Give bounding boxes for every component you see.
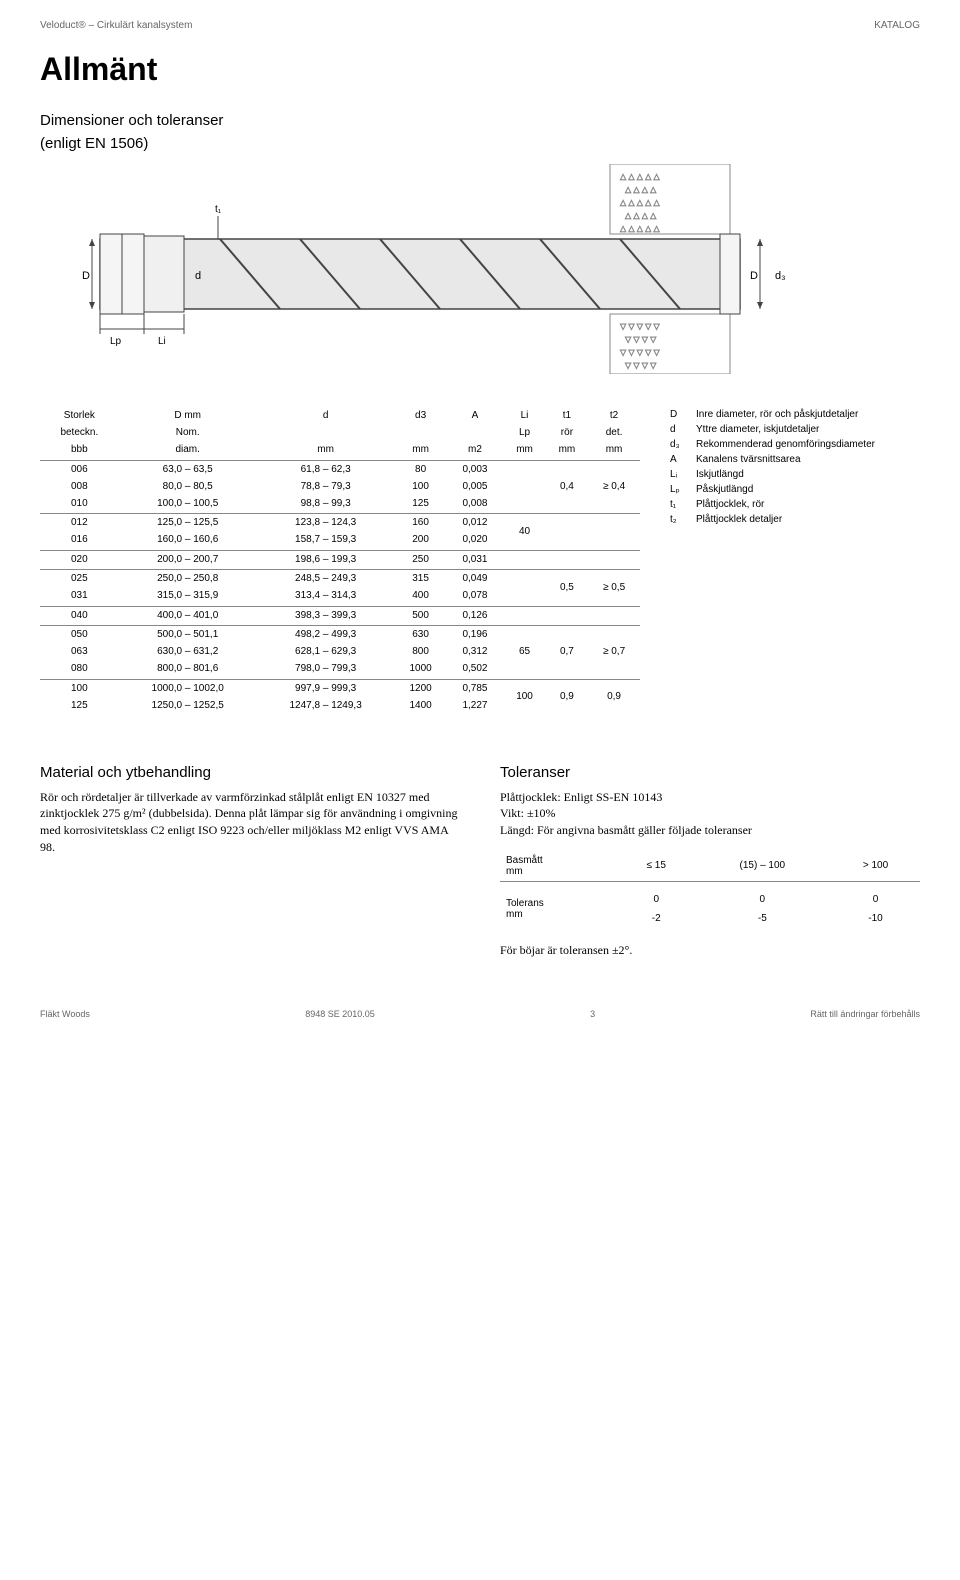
svg-text:D: D: [750, 270, 758, 282]
legend-text: Yttre diameter, iskjutdetaljer: [696, 422, 819, 437]
table-row: 050500,0 – 501,1498,2 – 499,36300,196650…: [40, 626, 640, 644]
legend-text: Plåttjocklek, rör: [696, 497, 764, 512]
legend-item: AKanalens tvärsnittsarea: [670, 452, 920, 467]
svg-text:▽ ▽ ▽ ▽: ▽ ▽ ▽ ▽: [625, 335, 657, 344]
svg-text:D: D: [82, 270, 90, 282]
legend-text: Påskjutlängd: [696, 482, 753, 497]
col-header: d: [257, 407, 395, 424]
tol-line3: Längd: För angivna basmått gäller följad…: [500, 822, 920, 839]
legend-symbol: Lᵢ: [670, 467, 696, 482]
col-header: d3: [395, 407, 447, 424]
legend-item: dYttre diameter, iskjutdetaljer: [670, 422, 920, 437]
table-row: 00663,0 – 63,561,8 – 62,3800,0030,4≥ 0,4: [40, 460, 640, 478]
svg-text:▽ ▽ ▽ ▽ ▽: ▽ ▽ ▽ ▽ ▽: [620, 322, 661, 331]
legend-item: t₁Plåttjocklek, rör: [670, 497, 920, 512]
col-header: mm: [257, 441, 395, 458]
dimensions-table: StorlekD mmdd3ALit1t2 beteckn.Nom. Lprörde…: [40, 407, 640, 714]
top-bar: Veloduct® – Cirkulärt kanalsystem KATALO…: [40, 20, 920, 31]
header-right: KATALOG: [874, 20, 920, 31]
svg-text:t₁: t₁: [215, 204, 222, 215]
legend-symbol: t₁: [670, 497, 696, 512]
tolerance-table: Basmåttmm≤ 15(15) – 100> 100 Toleransmm00…: [500, 851, 920, 928]
col-header: det.: [588, 424, 640, 441]
toleranser-heading: Toleranser: [500, 764, 920, 781]
material-body: Rör och rördetaljer är tillverkade av va…: [40, 789, 460, 856]
legend-symbol: d₃: [670, 437, 696, 452]
legend-text: Inre diameter, rör och påskjutdetaljer: [696, 407, 858, 422]
col-header: Storlek: [40, 407, 119, 424]
tol-header-row: Basmåttmm≤ 15(15) – 100> 100: [500, 851, 920, 882]
col-header: t1: [546, 407, 588, 424]
header-left: Veloduct® – Cirkulärt kanalsystem: [40, 20, 192, 31]
svg-text:▽ ▽ ▽ ▽: ▽ ▽ ▽ ▽: [625, 361, 657, 370]
col-header: mm: [546, 441, 588, 458]
svg-text:△ △ △ △: △ △ △ △: [625, 211, 657, 220]
svg-text:△ △ △ △: △ △ △ △: [625, 185, 657, 194]
col-header: Lp: [503, 424, 545, 441]
legend-item: DInre diameter, rör och påskjutdetaljer: [670, 407, 920, 422]
svg-text:△ △ △ △ △: △ △ △ △ △: [620, 224, 661, 233]
section1-heading: Dimensioner och toleranser: [40, 112, 920, 129]
footer-right: Rätt till ändringar förbehålls: [810, 1009, 920, 1019]
legend-item: t₂Plåttjocklek detaljer: [670, 512, 920, 527]
col-header: A: [447, 407, 504, 424]
legend-item: d₃Rekommenderad genomföringsdiameter: [670, 437, 920, 452]
legend-symbol: D: [670, 407, 696, 422]
legend-text: Kanalens tvärsnittsarea: [696, 452, 801, 467]
svg-text:▽ ▽ ▽ ▽ ▽: ▽ ▽ ▽ ▽ ▽: [620, 348, 661, 357]
bend-note: För böjar är toleransen ±2°.: [500, 942, 920, 959]
tol-line1: Plåttjocklek: Enligt SS-EN 10143: [500, 789, 920, 806]
legend-item: LᵢIskjutlängd: [670, 467, 920, 482]
section1-paren: (enligt EN 1506): [40, 135, 920, 152]
legend-symbol: Lₚ: [670, 482, 696, 497]
footer-left: Fläkt Woods: [40, 1009, 90, 1019]
col-header: m2: [447, 441, 504, 458]
footer-mid: 8948 SE 2010.05: [305, 1009, 375, 1019]
legend-symbol: A: [670, 452, 696, 467]
col-header: [395, 424, 447, 441]
table-row: 025250,0 – 250,8248,5 – 249,33150,0490,5…: [40, 570, 640, 588]
col-header: mm: [395, 441, 447, 458]
col-header: t2: [588, 407, 640, 424]
col-header: [257, 424, 395, 441]
material-heading: Material och ytbehandling: [40, 764, 460, 781]
legend-symbol: d: [670, 422, 696, 437]
tol-line2: Vikt: ±10%: [500, 805, 920, 822]
col-header: D mm: [119, 407, 257, 424]
pipe-diagram: △ △ △ △ △ △ △ △ △ △ △ △ △ △ △ △ △ △ △ △ …: [40, 164, 920, 377]
svg-text:d: d: [195, 270, 201, 282]
col-header: beteckn.: [40, 424, 119, 441]
col-header: Nom.: [119, 424, 257, 441]
col-header: [447, 424, 504, 441]
legend: DInre diameter, rör och påskjutdetaljerd…: [670, 407, 920, 714]
tol-data-row: Toleransmm000: [500, 890, 920, 909]
legend-symbol: t₂: [670, 512, 696, 527]
footer: Fläkt Woods 8948 SE 2010.05 3 Rätt till …: [40, 1009, 920, 1019]
table-row: 020200,0 – 200,7198,6 – 199,32500,031: [40, 550, 640, 568]
col-header: mm: [503, 441, 545, 458]
legend-text: Iskjutlängd: [696, 467, 744, 482]
svg-text:△ △ △ △ △: △ △ △ △ △: [620, 172, 661, 181]
legend-item: LₚPåskjutlängd: [670, 482, 920, 497]
col-header: rör: [546, 424, 588, 441]
page-title: Allmänt: [40, 51, 920, 88]
svg-text:d₃: d₃: [775, 270, 786, 282]
table-row: 012125,0 – 125,5123,8 – 124,31600,01240: [40, 514, 640, 532]
col-header: bbb: [40, 441, 119, 458]
footer-page: 3: [590, 1009, 595, 1019]
col-header: mm: [588, 441, 640, 458]
col-header: diam.: [119, 441, 257, 458]
svg-text:Li: Li: [158, 336, 166, 347]
table-row: 040400,0 – 401,0398,3 – 399,35000,126: [40, 606, 640, 624]
table-row: 1001000,0 – 1002,0997,9 – 999,312000,785…: [40, 679, 640, 697]
col-header: Li: [503, 407, 545, 424]
svg-text:△ △ △ △ △: △ △ △ △ △: [620, 198, 661, 207]
legend-text: Plåttjocklek detaljer: [696, 512, 782, 527]
svg-text:Lp: Lp: [110, 336, 122, 347]
legend-text: Rekommenderad genomföringsdiameter: [696, 437, 875, 452]
